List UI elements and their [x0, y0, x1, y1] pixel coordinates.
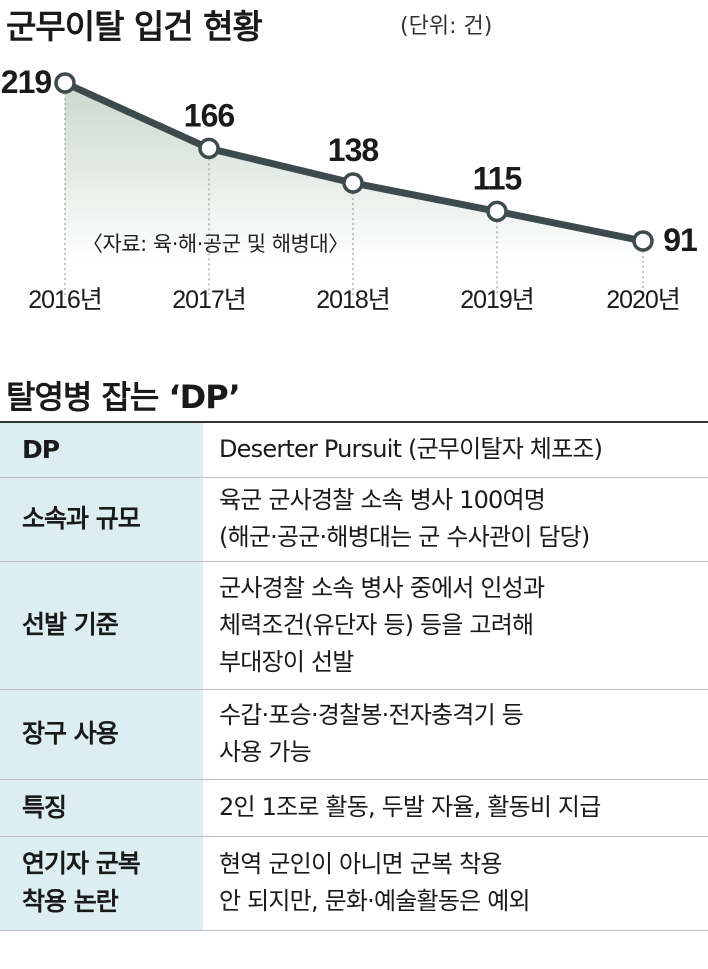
table-row: 연기자 군복 착용 논란 현역 군인이 아니면 군복 착용 안 되지만, 문화·예술활…	[0, 836, 708, 931]
row-label: 장구 사용	[0, 689, 203, 780]
row-label: 선발 기준	[0, 561, 203, 690]
row-value-line: (해군·공군·해병대는 군 수사관이 담당)	[219, 523, 590, 551]
row-label: 특징	[0, 779, 203, 837]
row-value-line: 수갑·포승·경찰봉·전자충격기 등	[219, 701, 524, 729]
line-chart: 219 166 138 115 91 2016년 2017년 2018년 2019년 2020년	[1, 64, 698, 314]
x-tick-label: 2018년	[316, 286, 390, 314]
row-value-line: 육군 군사경찰 소속 병사 100여명	[219, 486, 546, 514]
row-value-line: 사용 가능	[219, 738, 312, 766]
x-tick-label: 2016년	[28, 286, 102, 314]
data-label: 138	[328, 132, 379, 168]
row-label: DP	[0, 422, 203, 478]
data-point	[342, 172, 364, 194]
row-label-line: 선발 기준	[22, 610, 119, 639]
row-label-line: DP	[22, 434, 60, 464]
data-point	[632, 230, 654, 252]
row-value-line: 안 되지만, 문화·예술활동은 예외	[219, 887, 531, 915]
data-label: 91	[663, 222, 697, 258]
chart-title: 군무이탈 입건 현황	[6, 7, 263, 46]
row-value: Deserter Pursuit (군무이탈자 체포조)	[203, 422, 708, 478]
row-label-line: 연기자 군복	[22, 849, 141, 878]
x-tick-label: 2019년	[460, 286, 534, 314]
row-label-line: 장구 사용	[22, 719, 119, 748]
row-label: 소속과 규모	[0, 477, 203, 562]
unit-label: (단위: 건)	[400, 14, 493, 39]
row-value-line: 체력조건(유단자 등) 등을 고려해	[219, 610, 534, 639]
data-label: 219	[1, 64, 52, 100]
x-tick-label: 2020년	[606, 286, 680, 314]
data-point	[54, 72, 76, 94]
source-note: 〈자료: 육·해·공군 및 해병대〉	[82, 232, 349, 256]
table-row: DP Deserter Pursuit (군무이탈자 체포조)	[0, 422, 708, 478]
x-tick-label: 2017년	[172, 286, 246, 314]
row-value-line: 2인 1조로 활동, 두발 자율, 활동비 지급	[219, 793, 601, 821]
dp-info-table: DP Deserter Pursuit (군무이탈자 체포조) 소속과 규모 육군 군…	[0, 421, 708, 931]
row-value-line: 부대장이 선발	[219, 647, 354, 676]
data-label: 115	[473, 160, 522, 196]
data-point	[198, 137, 220, 160]
table-row: 특징 2인 1조로 활동, 두발 자율, 활동비 지급	[0, 779, 708, 837]
data-label: 166	[184, 97, 235, 133]
row-label-line: 특징	[22, 792, 67, 822]
row-value: 육군 군사경찰 소속 병사 100여명 (해군·공군·해병대는 군 수사관이 담당…	[203, 477, 708, 562]
row-label-line: 소속과 규모	[22, 504, 141, 533]
row-value-line: Deserter Pursuit (군무이탈자 체포조)	[219, 435, 603, 464]
row-label-line: 착용 논란	[22, 887, 119, 916]
table-title: 탈영병 잡는 ‘DP’	[6, 378, 241, 416]
row-value-line: 현역 군인이 아니면 군복 착용	[219, 850, 502, 878]
row-value: 2인 1조로 활동, 두발 자율, 활동비 지급	[203, 779, 708, 837]
data-point	[486, 200, 508, 223]
row-value-line: 군사경찰 소속 병사 중에서 인성과	[219, 573, 545, 602]
table-row: 소속과 규모 육군 군사경찰 소속 병사 100여명 (해군·공군·해병대는 군 수…	[0, 477, 708, 562]
